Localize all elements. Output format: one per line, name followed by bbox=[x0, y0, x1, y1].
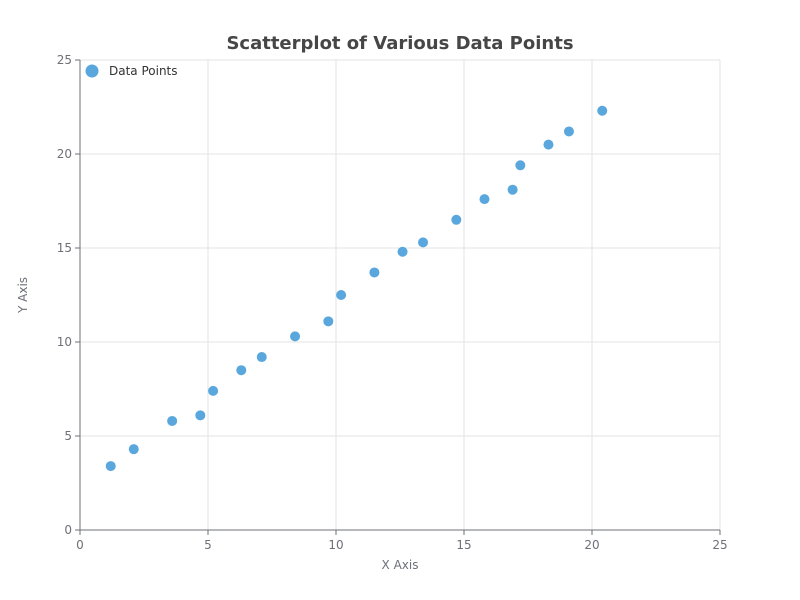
x-tick-label: 20 bbox=[584, 538, 599, 552]
chart-title: Scatterplot of Various Data Points bbox=[226, 33, 573, 54]
grid-lines bbox=[80, 59, 721, 530]
y-axis-label: Y Axis bbox=[16, 277, 30, 314]
data-point[interactable] bbox=[236, 365, 247, 376]
y-tick-label: 5 bbox=[64, 429, 72, 443]
tick-labels: 0 5 10 15 20 25 0 5 10 15 20 25 bbox=[57, 53, 728, 552]
x-tick-label: 25 bbox=[712, 538, 727, 552]
data-point[interactable] bbox=[167, 415, 178, 426]
data-point[interactable] bbox=[195, 410, 206, 421]
x-axis-label: X Axis bbox=[382, 558, 419, 572]
x-tick-label: 0 bbox=[76, 538, 84, 552]
data-point[interactable] bbox=[479, 194, 490, 205]
data-point[interactable] bbox=[418, 237, 429, 248]
data-point[interactable] bbox=[128, 444, 139, 455]
data-point[interactable] bbox=[515, 160, 526, 171]
legend-label: Data Points bbox=[109, 64, 178, 78]
data-points bbox=[105, 105, 608, 472]
legend-marker-icon bbox=[85, 64, 99, 78]
x-tick-label: 10 bbox=[328, 538, 343, 552]
data-point[interactable] bbox=[563, 126, 574, 137]
data-point[interactable] bbox=[369, 267, 380, 278]
data-point[interactable] bbox=[208, 385, 219, 396]
data-point[interactable] bbox=[323, 316, 334, 327]
y-tick-label: 0 bbox=[64, 523, 72, 537]
data-point[interactable] bbox=[507, 184, 518, 195]
y-tick-label: 25 bbox=[57, 53, 72, 67]
data-point[interactable] bbox=[543, 139, 554, 150]
legend[interactable]: Data Points bbox=[85, 64, 178, 78]
data-point[interactable] bbox=[256, 352, 267, 363]
data-point[interactable] bbox=[451, 214, 462, 225]
data-point[interactable] bbox=[290, 331, 301, 342]
data-point[interactable] bbox=[336, 290, 347, 300]
x-tick-label: 15 bbox=[456, 538, 471, 552]
x-tick-label: 5 bbox=[204, 538, 212, 552]
data-point[interactable] bbox=[597, 105, 608, 116]
y-tick-label: 20 bbox=[57, 147, 72, 161]
data-point[interactable] bbox=[105, 461, 116, 472]
y-tick-label: 15 bbox=[57, 241, 72, 255]
y-tick-label: 10 bbox=[57, 335, 72, 349]
data-point[interactable] bbox=[397, 246, 408, 257]
axes bbox=[75, 59, 721, 535]
